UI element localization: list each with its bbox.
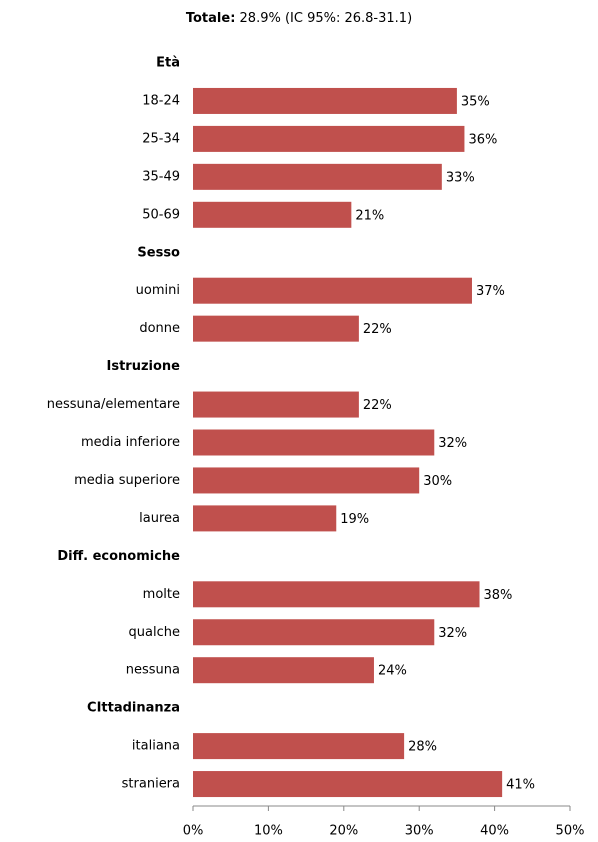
value-label: 33% bbox=[446, 170, 475, 185]
y-tick-label: donne bbox=[139, 321, 180, 336]
value-label: 24% bbox=[378, 664, 407, 679]
y-tick-label: laurea bbox=[139, 511, 180, 526]
bar bbox=[193, 277, 472, 304]
group-header: Istruzione bbox=[107, 359, 181, 374]
y-tick-label: media inferiore bbox=[81, 435, 180, 450]
bar bbox=[193, 429, 435, 456]
y-tick-label: 18-24 bbox=[142, 93, 180, 108]
y-tick-label: straniera bbox=[122, 777, 180, 792]
y-tick-label: uomini bbox=[136, 283, 180, 298]
chart-subtitle: 28.9% (IC 95%: 26.8-31.1) bbox=[240, 11, 413, 26]
value-label: 36% bbox=[468, 132, 497, 147]
bar bbox=[193, 581, 480, 608]
chart-title: Totale: bbox=[186, 11, 236, 26]
y-tick-label: 50-69 bbox=[142, 207, 180, 222]
x-tick-label: 0% bbox=[183, 824, 204, 839]
bar bbox=[193, 467, 420, 494]
chart-title-group: Totale: 28.9% (IC 95%: 26.8-31.1) bbox=[186, 11, 412, 26]
bar bbox=[193, 125, 465, 152]
value-label: 41% bbox=[506, 778, 535, 793]
bar bbox=[193, 163, 442, 190]
value-label: 21% bbox=[355, 208, 384, 223]
value-label: 22% bbox=[363, 398, 392, 413]
y-tick-label: nessuna bbox=[126, 663, 180, 678]
x-tick-label: 50% bbox=[556, 824, 585, 839]
value-label: 35% bbox=[461, 94, 490, 109]
value-label: 28% bbox=[408, 740, 437, 755]
x-tick-label: 30% bbox=[405, 824, 434, 839]
bar bbox=[193, 771, 503, 798]
group-header: CIttadinanza bbox=[87, 701, 180, 716]
y-tick-label: 35-49 bbox=[142, 169, 180, 184]
value-label: 32% bbox=[438, 436, 467, 451]
bar bbox=[193, 391, 359, 418]
value-label: 22% bbox=[363, 322, 392, 337]
value-label: 32% bbox=[438, 626, 467, 641]
value-label: 30% bbox=[423, 474, 452, 489]
group-header: Età bbox=[156, 56, 180, 71]
bar bbox=[193, 505, 337, 532]
group-header: Diff. economiche bbox=[57, 549, 180, 564]
x-tick-label: 10% bbox=[254, 824, 283, 839]
bar bbox=[193, 315, 359, 342]
y-tick-label: media superiore bbox=[74, 473, 180, 488]
bar bbox=[193, 657, 374, 684]
x-tick-label: 40% bbox=[480, 824, 509, 839]
value-label: 38% bbox=[484, 588, 513, 603]
y-tick-label: nessuna/elementare bbox=[47, 397, 180, 412]
value-label: 19% bbox=[340, 512, 369, 527]
bar bbox=[193, 201, 352, 228]
value-label: 37% bbox=[476, 284, 505, 299]
x-tick-label: 20% bbox=[329, 824, 358, 839]
y-tick-label: 25-34 bbox=[142, 131, 180, 146]
y-tick-label: italiana bbox=[132, 739, 180, 754]
bar bbox=[193, 87, 457, 114]
y-tick-label: qualche bbox=[129, 625, 180, 640]
y-tick-label: molte bbox=[143, 587, 180, 602]
bar bbox=[193, 733, 405, 760]
group-header: Sesso bbox=[137, 245, 180, 260]
bar bbox=[193, 619, 435, 646]
